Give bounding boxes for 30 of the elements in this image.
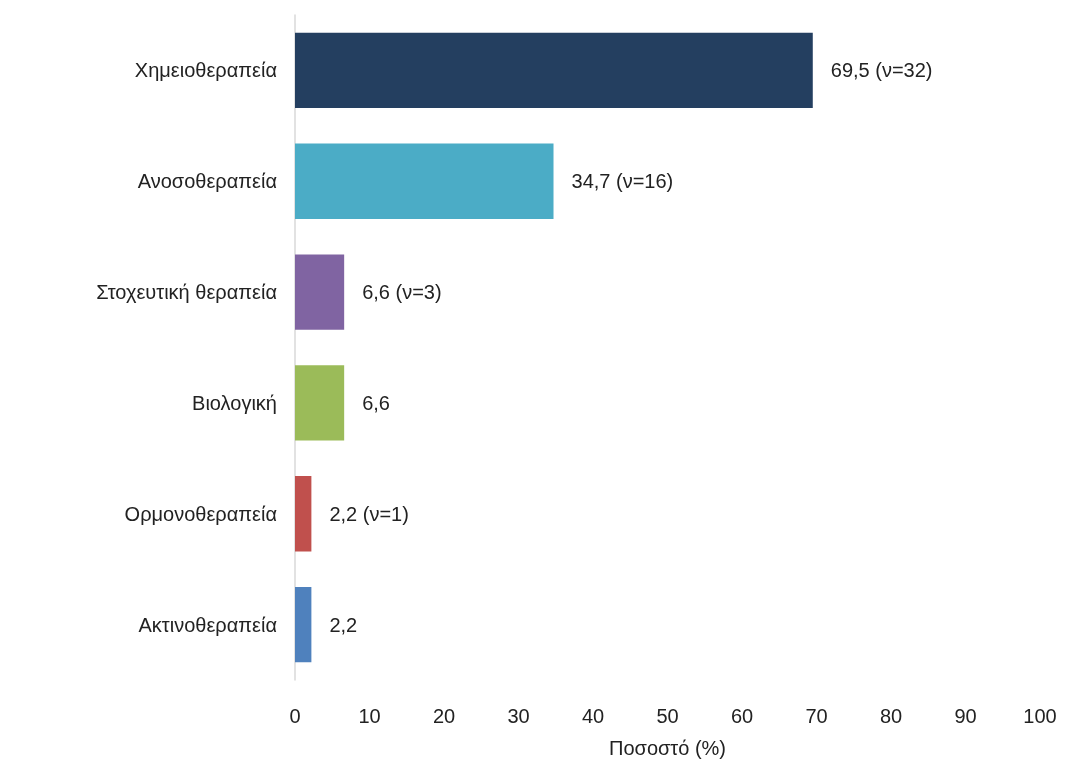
- x-tick-label: 20: [432, 705, 456, 727]
- x-tick-label: 30: [507, 705, 530, 727]
- y-tick-label: Στοχευτική θεραπεία: [96, 281, 277, 304]
- data-label: 69,5 (ν=32): [830, 59, 933, 82]
- bar: [295, 143, 554, 219]
- x-tick-label: 50: [656, 705, 679, 727]
- x-axis-title: Ποσοστό (%): [608, 737, 727, 759]
- bar: [295, 365, 345, 441]
- y-tick-label: Βιολογική: [192, 391, 277, 414]
- bar: [295, 586, 312, 663]
- y-tick-label: Χημειοθεραπεία: [134, 59, 277, 82]
- data-label: 2,2 (ν=1): [329, 502, 409, 525]
- bar: [295, 254, 345, 330]
- x-tick-label: 70: [805, 705, 828, 727]
- x-tick-label: 40: [581, 705, 605, 727]
- y-tick-label: Ορμονοθεραπεία: [124, 502, 277, 525]
- bar: [295, 476, 312, 552]
- bar: [295, 32, 813, 109]
- data-label: 6,6: [362, 391, 390, 414]
- y-tick-label: Ακτινοθεραπεία: [138, 613, 277, 636]
- y-tick-label: Ανοσοθεραπεία: [137, 170, 277, 193]
- x-tick-label: 0: [289, 705, 301, 727]
- data-label: 6,6 (ν=3): [362, 281, 442, 304]
- x-tick-label: 100: [1023, 705, 1057, 727]
- x-tick-label: 60: [730, 705, 754, 727]
- data-label: 2,2: [329, 613, 358, 636]
- x-tick-label: 10: [358, 705, 381, 727]
- data-label: 34,7 (ν=16): [571, 170, 674, 193]
- x-tick-label: 90: [954, 705, 977, 727]
- x-tick-label: 80: [879, 705, 903, 727]
